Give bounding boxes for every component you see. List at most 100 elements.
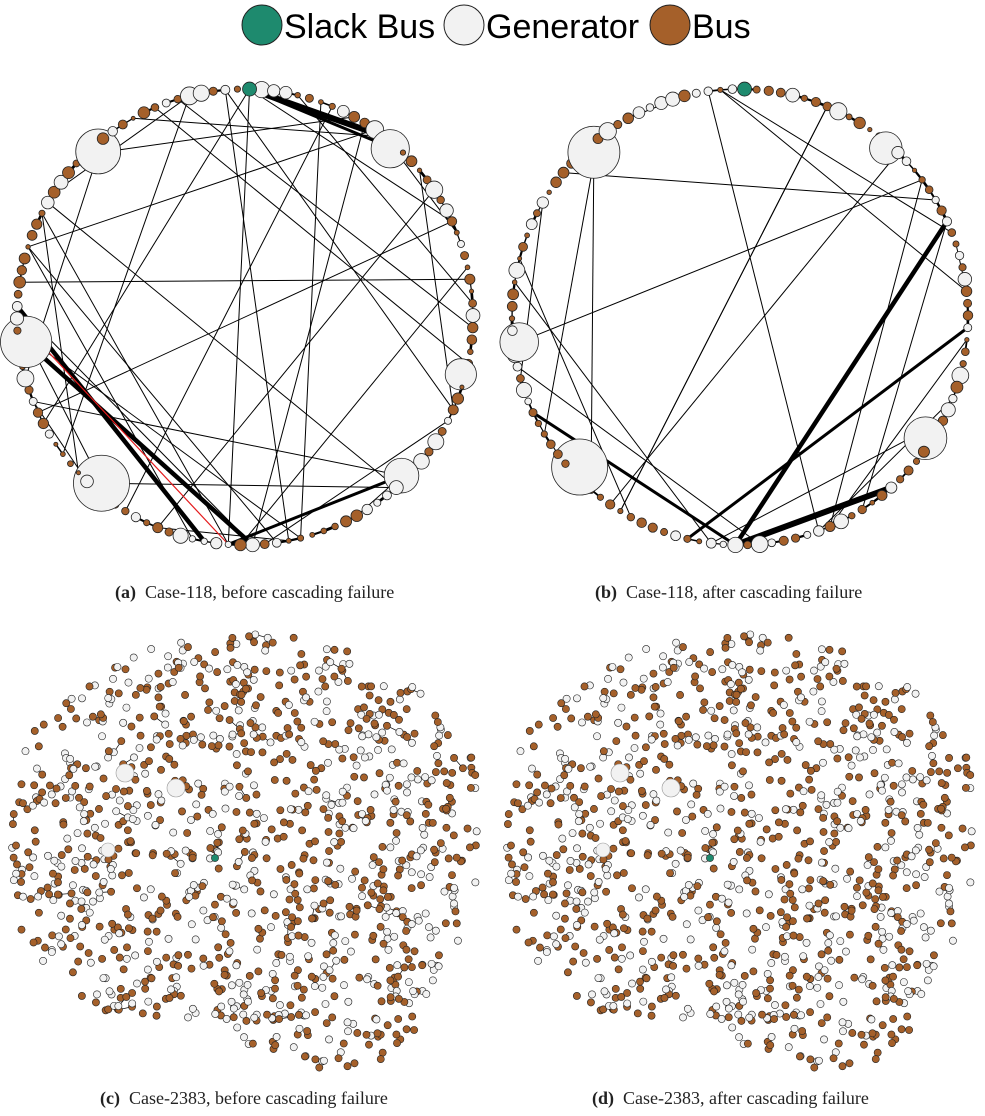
bus-node — [402, 811, 411, 820]
generator-node — [607, 807, 616, 816]
bus-node — [848, 512, 856, 520]
bus-node — [275, 681, 284, 690]
bus-node — [406, 817, 415, 826]
generator-node — [55, 932, 63, 941]
generator-node — [902, 920, 911, 928]
bus-node — [533, 209, 541, 218]
generator-node — [676, 846, 685, 855]
bus-node — [319, 899, 328, 908]
generator-node — [105, 987, 114, 996]
generator-node — [245, 537, 260, 553]
bus-node — [876, 489, 888, 501]
transmission-line — [861, 221, 948, 510]
bus-node — [678, 829, 687, 837]
generator-node — [358, 732, 367, 741]
bus-node — [962, 783, 970, 792]
bus-node — [889, 871, 897, 880]
bus-node — [76, 942, 85, 951]
slack-node — [242, 81, 257, 97]
bus-node — [402, 927, 411, 935]
generator-node — [211, 1010, 220, 1018]
bus-node — [657, 849, 666, 858]
bus-node — [903, 1012, 912, 1021]
network-panel-case2383-before — [8, 630, 481, 1072]
bus-node — [758, 1010, 766, 1019]
generator-node — [819, 758, 827, 767]
generator-node — [598, 122, 617, 141]
bus-node — [256, 693, 265, 701]
bus-node — [888, 1039, 896, 1047]
bus-node — [897, 811, 906, 820]
generator-node — [434, 962, 443, 971]
bus-node — [533, 788, 542, 797]
bus-node — [508, 860, 516, 869]
generator-node — [392, 836, 400, 845]
bus-node — [424, 800, 433, 809]
bus-node — [297, 993, 306, 1002]
generator-node — [840, 659, 849, 668]
bus-node — [771, 755, 779, 763]
generator-node — [341, 937, 350, 946]
generator-node — [928, 751, 936, 760]
bus-node — [357, 682, 366, 691]
bus-node — [400, 963, 409, 972]
bus-node — [797, 672, 806, 681]
bus-node — [43, 883, 52, 892]
generator-node — [564, 765, 573, 773]
bus-node — [132, 849, 141, 858]
bus-node — [184, 950, 192, 959]
bus-node — [369, 931, 378, 940]
generator-node — [782, 666, 791, 675]
bus-node — [762, 825, 771, 834]
generator-node — [855, 753, 864, 762]
bus-node — [287, 923, 295, 931]
transmission-line — [829, 179, 923, 527]
bus-node — [950, 380, 964, 394]
generator-node — [403, 780, 411, 789]
bus-node — [171, 869, 179, 877]
bus-node — [121, 665, 130, 674]
generator-node — [250, 1013, 259, 1022]
generator-node — [718, 894, 726, 903]
bus-node — [717, 86, 724, 93]
bus-node — [442, 804, 450, 813]
bus-node — [145, 757, 153, 766]
generator-node — [833, 798, 842, 807]
bus-node — [901, 817, 910, 826]
caption-a: (a) Case-118, before cascading failure — [115, 582, 394, 603]
bus-node — [13, 326, 22, 335]
generator-node — [249, 730, 258, 739]
bus-node — [610, 953, 619, 962]
bus-node — [887, 829, 896, 837]
bus-node — [730, 835, 739, 844]
generator-node — [372, 733, 381, 742]
bus-node — [781, 1001, 790, 1010]
bus-node — [777, 749, 786, 758]
bus-node — [940, 793, 949, 802]
bus-node — [386, 976, 395, 985]
generator-node — [210, 537, 223, 550]
generator-node — [709, 830, 717, 838]
bus-node — [740, 972, 749, 980]
bus-node — [82, 764, 90, 773]
generator-node — [735, 1033, 743, 1042]
generator-node — [663, 678, 672, 686]
generator-node — [260, 814, 268, 822]
bus-node — [366, 806, 375, 814]
bus-node — [268, 994, 277, 1003]
bus-node — [806, 876, 815, 885]
bus-node — [874, 886, 883, 895]
bus-node — [394, 781, 403, 790]
generator-node — [797, 693, 805, 702]
generator-node — [90, 823, 99, 832]
bus-node — [651, 906, 660, 915]
bus-node — [593, 954, 601, 963]
bus-node — [18, 252, 31, 265]
bus-node — [331, 880, 340, 889]
bus-node — [543, 869, 552, 878]
generator-node — [425, 180, 444, 199]
bus-node — [375, 769, 384, 778]
bus-node — [534, 419, 542, 428]
generator-node — [297, 738, 306, 747]
generator-node — [820, 966, 829, 975]
